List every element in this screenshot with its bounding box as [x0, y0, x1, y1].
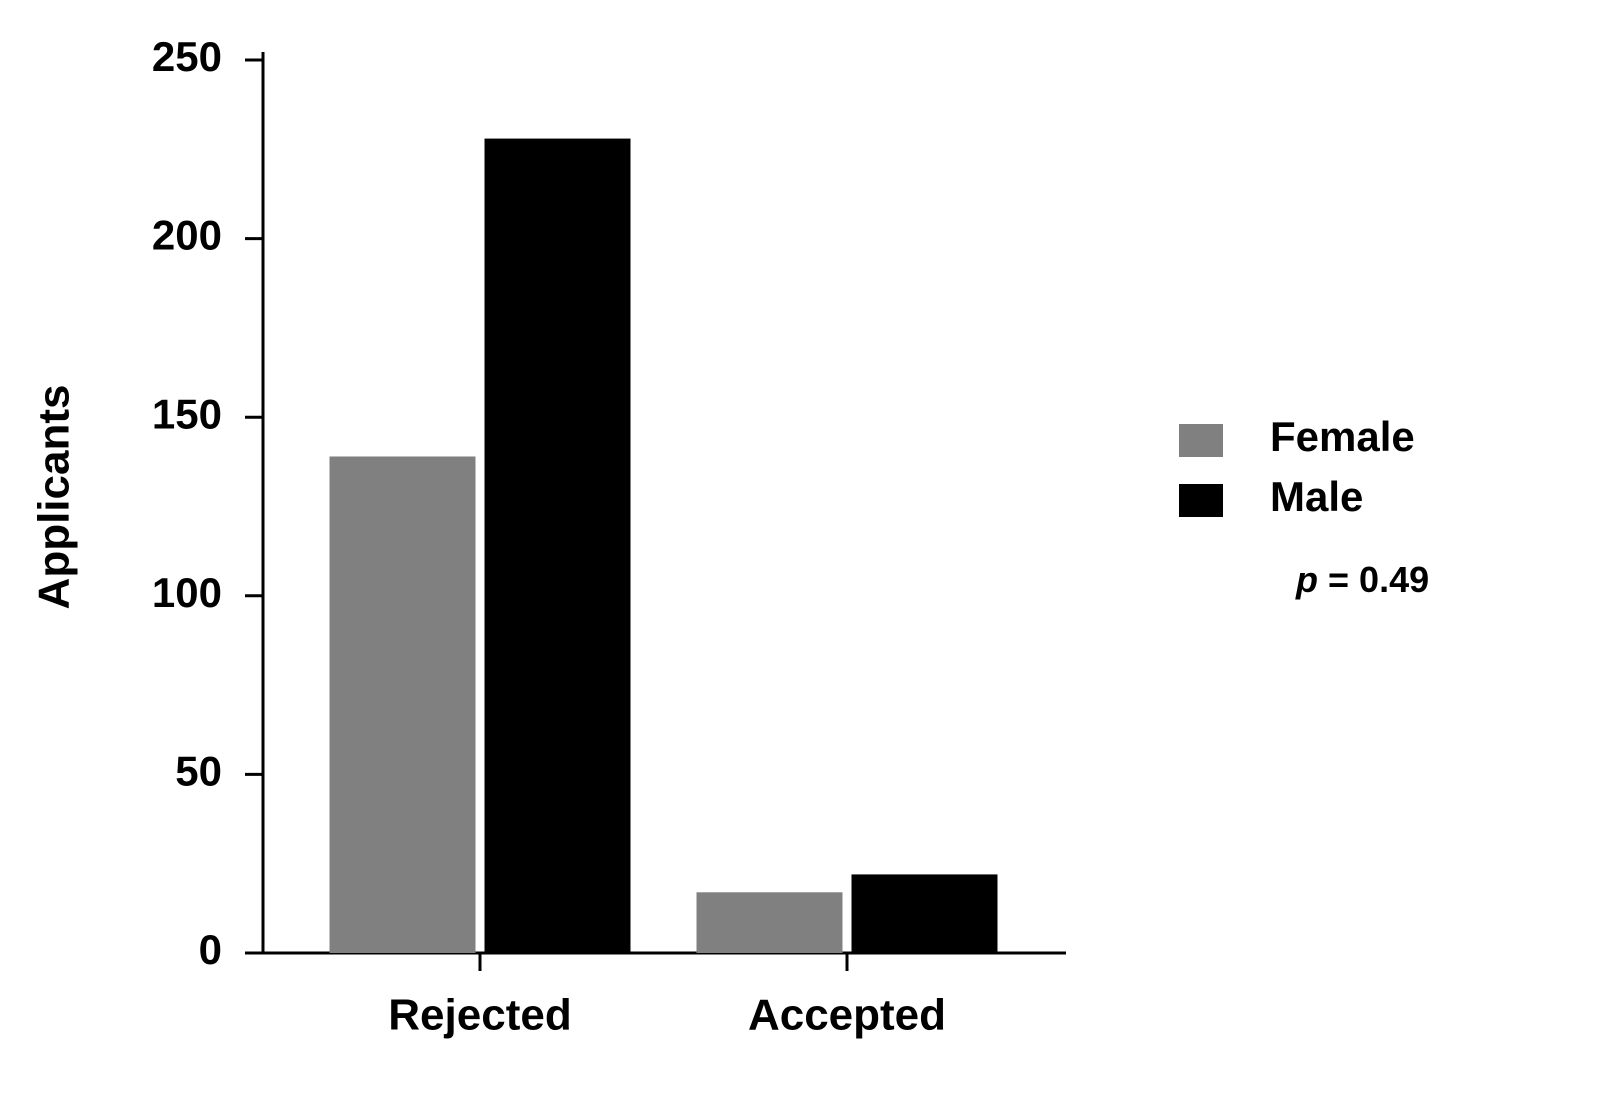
bar	[851, 874, 998, 953]
annotation-text: = 0.49	[1328, 559, 1429, 600]
annotation: p = 0.49	[1295, 559, 1429, 600]
y-tick-label: 250	[152, 33, 222, 80]
annotation-symbol: p	[1295, 559, 1318, 600]
bar	[696, 892, 843, 953]
y-tick-label: 100	[152, 569, 222, 616]
x-tick-label: Accepted	[748, 991, 946, 1040]
legend-swatch	[1179, 424, 1223, 457]
bar	[484, 138, 631, 954]
legend-label: Male	[1270, 473, 1363, 520]
y-axis-label: Applicants	[30, 385, 79, 610]
y-tick-label: 200	[152, 212, 222, 259]
x-tick-label: Rejected	[388, 991, 571, 1040]
bar	[329, 456, 476, 953]
legend-label: Female	[1270, 413, 1415, 460]
y-tick-label: 150	[152, 390, 222, 437]
y-tick-label: 0	[199, 926, 222, 973]
legend-swatch	[1179, 484, 1223, 517]
y-tick-label: 50	[175, 747, 222, 794]
